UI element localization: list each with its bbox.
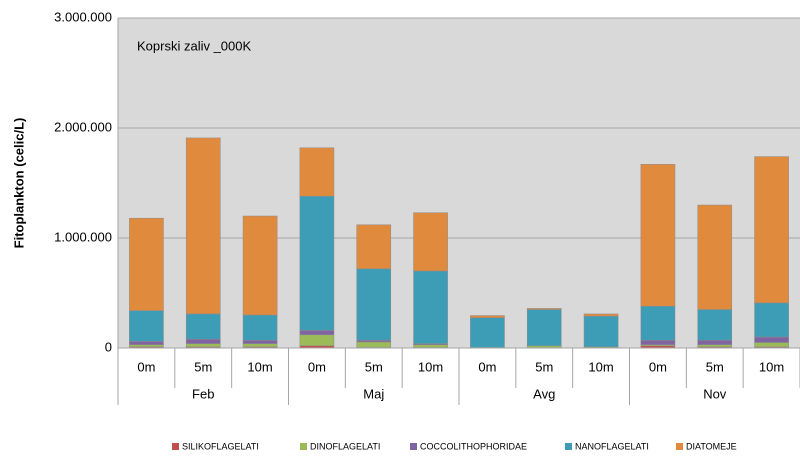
bar-segment: [299, 195, 335, 331]
group-label: Maj: [363, 386, 384, 401]
bar-segment: [697, 309, 733, 341]
bar-segment: [356, 268, 392, 341]
bar-segment: [754, 342, 789, 348]
x-tick-label: 0m: [649, 359, 667, 374]
x-tick-label: 5m: [706, 359, 724, 374]
bar-segment: [413, 344, 448, 348]
x-tick-label: 0m: [478, 359, 496, 374]
y-tick-label: 3.000.000: [54, 9, 112, 24]
legend-swatch: [410, 443, 417, 450]
bar-segment: [129, 341, 164, 345]
bar-segment: [242, 215, 278, 316]
x-tick-label: 5m: [194, 359, 212, 374]
bar-segment: [185, 137, 221, 315]
y-tick-label: 1.000.000: [54, 229, 112, 244]
group-label: Nov: [703, 386, 727, 401]
legend-swatch: [565, 443, 572, 450]
x-tick-label: 5m: [535, 359, 553, 374]
x-tick-label: 10m: [759, 359, 784, 374]
legend-label: NANOFLAGELATI: [575, 441, 649, 451]
bar-segment: [129, 344, 164, 348]
bar-segment: [697, 204, 733, 310]
bar-segment: [470, 317, 505, 348]
bar-segment: [470, 315, 505, 318]
x-tick-label: 5m: [365, 359, 383, 374]
legend-swatch: [300, 443, 307, 450]
y-tick-label: 0: [105, 339, 112, 354]
group-label: Avg: [533, 386, 555, 401]
legend-swatch: [676, 443, 683, 450]
group-label: Feb: [192, 386, 214, 401]
legend-label: DINOFLAGELATI: [310, 441, 380, 451]
bar-segment: [299, 330, 335, 336]
bar-segment: [242, 340, 278, 344]
bar-segment: [299, 334, 335, 347]
bar-segment: [640, 340, 676, 345]
bar-segment: [754, 156, 789, 304]
x-tick-label: 10m: [588, 359, 613, 374]
bar-segment: [185, 343, 221, 348]
bar-segment: [356, 341, 392, 348]
bar-segment: [697, 340, 733, 345]
x-tick-label: 10m: [247, 359, 272, 374]
bar-segment: [583, 313, 619, 317]
x-tick-label: 0m: [308, 359, 326, 374]
plot-area: [118, 18, 800, 348]
bar-segment: [242, 314, 278, 341]
bar-segment: [640, 164, 676, 307]
legend-label: COCCOLITHOPHORIDAE: [420, 441, 527, 451]
bar-segment: [754, 302, 789, 338]
bar-segment: [526, 308, 562, 310]
y-axis-label: Fitoplankton (celic/L): [11, 118, 26, 249]
y-tick-label: 2.000.000: [54, 119, 112, 134]
bar-segment: [640, 305, 676, 341]
annotation: Koprski zaliv _000K: [137, 38, 251, 53]
bar-segment: [697, 344, 733, 348]
bar-segment: [185, 313, 221, 340]
x-tick-label: 10m: [418, 359, 443, 374]
bar-segment: [526, 309, 562, 347]
legend-label: SILIKOFLAGELATI: [182, 441, 259, 451]
bar-segment: [185, 338, 221, 344]
bar-segment: [242, 343, 278, 348]
bar-segment: [129, 217, 164, 311]
legend-label: DIATOMEJE: [686, 441, 737, 451]
legend-swatch: [172, 443, 179, 450]
x-tick-label: 0m: [137, 359, 155, 374]
bar-segment: [129, 310, 164, 342]
bar-segment: [356, 224, 392, 270]
bar-segment: [583, 315, 619, 348]
bar-segment: [413, 212, 448, 272]
bar-segment: [413, 270, 448, 344]
bar-segment: [754, 336, 789, 343]
bar-segment: [299, 147, 335, 197]
